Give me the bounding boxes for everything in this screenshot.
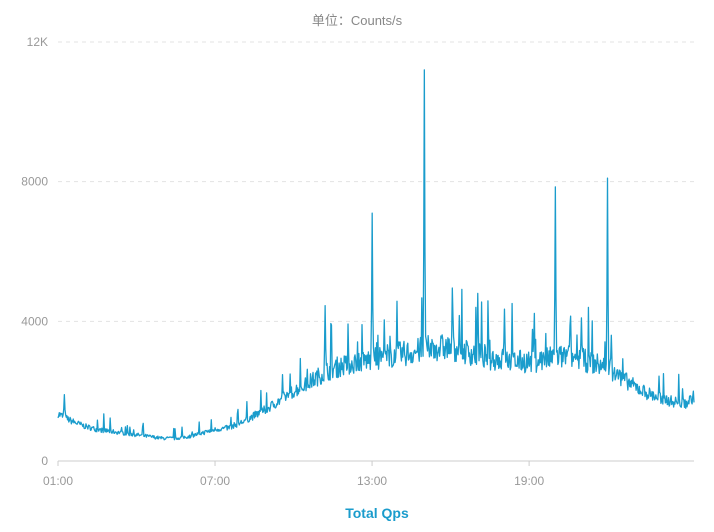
- x-axis: 01:00 07:00 13:00 19:00: [43, 461, 544, 488]
- x-tick-label: 13:00: [357, 474, 387, 488]
- grid-lines: [58, 41, 694, 322]
- unit-label: 单位：Counts/s: [311, 13, 403, 28]
- series-line-total-qps: [57, 69, 695, 441]
- legend-total-qps[interactable]: Total Qps: [345, 505, 409, 521]
- y-axis: 0 4000 8000 12K: [21, 35, 48, 468]
- x-tick-label: 01:00: [43, 474, 73, 488]
- y-tick-label: 4000: [21, 314, 48, 328]
- y-tick-label: 0: [41, 454, 48, 468]
- y-tick-label: 12K: [27, 35, 48, 49]
- y-tick-label: 8000: [21, 175, 48, 189]
- x-tick-label: 19:00: [514, 474, 544, 488]
- x-tick-label: 07:00: [200, 474, 230, 488]
